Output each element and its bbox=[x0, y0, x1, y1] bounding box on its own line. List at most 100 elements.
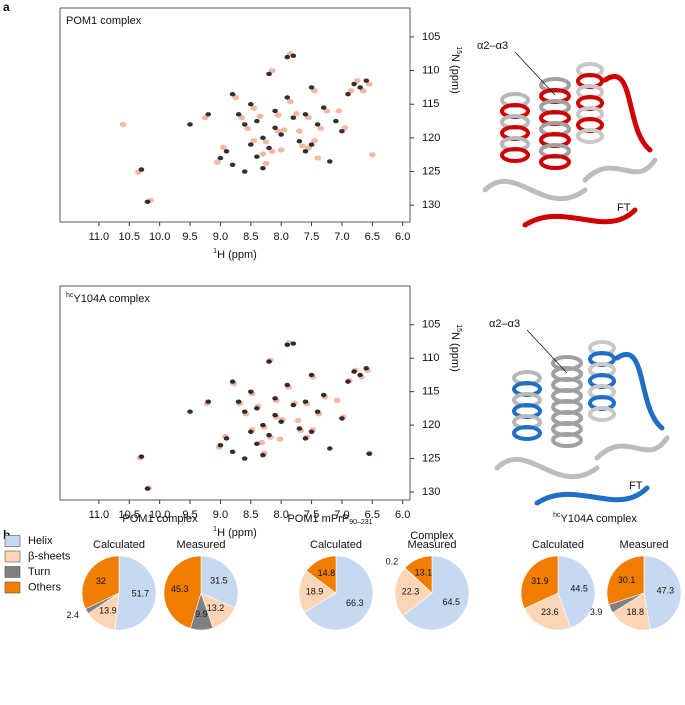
pie-slice bbox=[643, 555, 682, 630]
peak bbox=[296, 128, 303, 134]
pie-value-label: 47.3 bbox=[657, 586, 675, 596]
helix-turn bbox=[588, 406, 616, 422]
x-tick-label: 10.0 bbox=[149, 509, 170, 521]
text-part: POM1 mPrP bbox=[287, 513, 349, 525]
peak bbox=[235, 112, 242, 117]
peak bbox=[311, 137, 319, 144]
ribbon bbox=[534, 485, 650, 506]
x-tick-label: 7.5 bbox=[304, 231, 319, 243]
x-tick-label: 10.5 bbox=[119, 231, 140, 243]
peak bbox=[347, 88, 355, 94]
panel-label: a bbox=[3, 0, 10, 14]
peak bbox=[258, 439, 266, 446]
x-tick-label: 11.0 bbox=[89, 509, 110, 521]
pie-slice bbox=[114, 555, 157, 631]
pie-slice bbox=[524, 592, 571, 631]
peak bbox=[292, 111, 300, 117]
text-part: 15 bbox=[455, 324, 462, 332]
peak bbox=[229, 91, 236, 97]
pie-value-label: 51.7 bbox=[132, 589, 150, 599]
text-part: 15 bbox=[455, 46, 462, 54]
peak bbox=[308, 372, 315, 378]
pie-value-label: 3.9 bbox=[590, 607, 603, 617]
peak bbox=[260, 422, 266, 428]
structure-label: FT bbox=[617, 202, 631, 214]
peak bbox=[323, 108, 331, 114]
peak bbox=[314, 409, 321, 414]
peak bbox=[144, 486, 151, 491]
y-tick-label: 130 bbox=[422, 486, 440, 498]
pie-group-title: hcY104A complex bbox=[553, 512, 637, 525]
peak bbox=[320, 105, 327, 110]
protein-structures: α2–α3 FT α2–α3 FT bbox=[477, 40, 670, 506]
peak bbox=[341, 125, 349, 131]
y-tick-label: 110 bbox=[422, 64, 440, 76]
pie-value-label: 31.5 bbox=[210, 576, 228, 586]
peak bbox=[305, 145, 312, 151]
peak bbox=[213, 159, 221, 165]
y-tick-label: 115 bbox=[422, 98, 440, 110]
pie-value-label: 0.2 bbox=[386, 556, 399, 566]
pie-slice bbox=[305, 555, 337, 594]
peak bbox=[308, 429, 315, 434]
y-tick-label: 120 bbox=[422, 419, 440, 431]
ribbon bbox=[482, 178, 588, 202]
peak bbox=[314, 155, 322, 161]
text-part: 1 bbox=[213, 526, 217, 533]
peak bbox=[351, 81, 357, 87]
legend-swatch bbox=[4, 581, 21, 594]
pie-slice bbox=[520, 555, 559, 609]
peak bbox=[294, 417, 302, 424]
peak bbox=[254, 118, 260, 124]
pie-title: Measured bbox=[620, 539, 669, 551]
peak bbox=[284, 382, 291, 388]
helix-turn bbox=[539, 154, 571, 170]
y-tick-label: 130 bbox=[422, 199, 440, 211]
peak bbox=[357, 85, 363, 90]
text-part: N (ppm) bbox=[449, 54, 461, 94]
x-tick-label: 7.0 bbox=[334, 509, 349, 521]
ribbon bbox=[614, 352, 665, 431]
text-part: N (ppm) bbox=[449, 332, 461, 372]
peak bbox=[268, 67, 276, 74]
peak bbox=[339, 128, 345, 134]
peak bbox=[345, 91, 351, 97]
pie-title: Calculated bbox=[93, 539, 145, 551]
x-tick-label: 11.0 bbox=[89, 231, 110, 243]
ribbon bbox=[602, 74, 653, 153]
panel-label: b bbox=[3, 528, 10, 542]
ribbon bbox=[522, 207, 638, 228]
x-tick-label: 9.0 bbox=[213, 509, 228, 521]
peak bbox=[308, 142, 315, 147]
pie-value-label: 13.9 bbox=[99, 606, 117, 616]
x-tick-label: 8.0 bbox=[274, 509, 289, 521]
structure-label: α2–α3 bbox=[477, 40, 508, 52]
peak bbox=[244, 125, 252, 132]
ribbon bbox=[494, 456, 600, 480]
x-tick-label: 6.5 bbox=[365, 231, 380, 243]
peak bbox=[299, 143, 306, 149]
x-tick-label: 10.5 bbox=[119, 509, 140, 521]
peak bbox=[272, 108, 278, 114]
peak bbox=[353, 78, 361, 84]
peak bbox=[254, 441, 260, 447]
peak bbox=[217, 155, 224, 161]
peak bbox=[266, 359, 272, 364]
pie-slice bbox=[163, 555, 202, 629]
helix-turn bbox=[500, 147, 530, 163]
peak bbox=[290, 53, 297, 58]
ribbon bbox=[582, 157, 658, 183]
peak bbox=[368, 152, 376, 158]
peak bbox=[205, 399, 212, 404]
peak bbox=[296, 426, 303, 431]
peak bbox=[276, 436, 284, 442]
peak bbox=[241, 456, 248, 461]
chart-title: POM1 complex bbox=[66, 15, 142, 27]
peak bbox=[254, 154, 260, 159]
pie-title: Calculated bbox=[532, 539, 584, 551]
peak bbox=[250, 137, 258, 144]
peak bbox=[223, 149, 230, 154]
pie-slice bbox=[298, 570, 337, 613]
peak bbox=[326, 159, 333, 164]
